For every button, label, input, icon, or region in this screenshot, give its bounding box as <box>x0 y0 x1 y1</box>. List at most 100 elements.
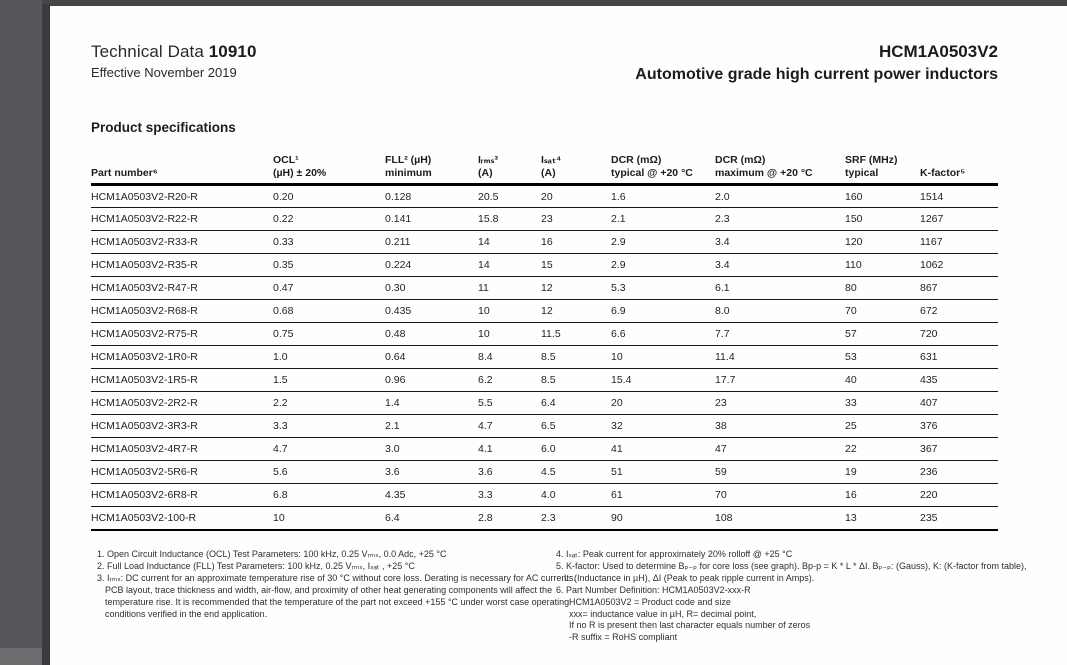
table-cell: 15 <box>541 253 611 277</box>
table-cell: 6.8 <box>273 483 385 507</box>
table-cell: 38 <box>715 414 845 438</box>
footnote-line: If no R is present then last character e… <box>569 620 811 631</box>
table-row: HCM1A0503V2-R47-R 0.47 0.30 11 12 5.3 6.1 80 867 <box>91 276 998 300</box>
table-cell: 2.0 <box>715 184 845 208</box>
table-cell: 1062 <box>920 253 998 277</box>
footnote-line: 4. Iₛₐₜ: Peak current for approximately … <box>556 549 793 559</box>
table-cell: 51 <box>611 460 715 484</box>
column-header: SRF (MHz) typical <box>845 154 898 179</box>
table-row: HCM1A0503V2-2R2-R 2.2 1.4 5.5 6.4 20 23 33 407 <box>91 391 998 415</box>
table-row: HCM1A0503V2-3R3-R 3.3 2.1 4.7 6.5 32 38 25 376 <box>91 414 998 438</box>
table-cell: 41 <box>611 437 715 461</box>
table-cell: 867 <box>920 276 998 300</box>
table-cell: 0.20 <box>273 184 385 208</box>
datasheet-page: Technical Data 10910 Effective November … <box>50 6 1067 665</box>
table-cell: 0.30 <box>385 276 478 300</box>
table-cell: 10 <box>611 345 715 369</box>
table-cell: 20 <box>611 391 715 415</box>
table-cell: 0.35 <box>273 253 385 277</box>
table-cell: 5.5 <box>478 391 541 415</box>
table-cell: 90 <box>611 506 715 531</box>
table-cell: 17.7 <box>715 368 845 392</box>
table-cell: 8.5 <box>541 345 611 369</box>
footnote-line: 6. Part Number Definition: HCM1A0503V2-x… <box>556 584 751 595</box>
table-row: HCM1A0503V2-R22-R 0.22 0.141 15.8 23 2.1 2.3 15… <box>91 207 998 231</box>
product-specifications-table: Part number⁶ OCL¹ (µH) ± 20% FLL² (µH) minim… <box>91 154 998 531</box>
table-cell: 0.22 <box>273 207 385 231</box>
table-cell: HCM1A0503V2-R20-R <box>91 184 273 208</box>
table-cell: 20.5 <box>478 184 541 208</box>
table-cell: 4.5 <box>541 460 611 484</box>
table-cell: 10 <box>273 506 385 531</box>
table-cell: 1.4 <box>385 391 478 415</box>
table-cell: 70 <box>715 483 845 507</box>
table-cell: 0.435 <box>385 299 478 323</box>
table-cell: 376 <box>920 414 998 438</box>
viewer-left-margin-bottom <box>0 648 42 665</box>
table-cell: HCM1A0503V2-R68-R <box>91 299 273 323</box>
table-cell: 6.9 <box>611 299 715 323</box>
table-cell: 720 <box>920 322 998 346</box>
table-cell: 16 <box>541 230 611 254</box>
column-header: FLL² (µH) minimum <box>385 154 432 179</box>
table-row: HCM1A0503V2-1R0-R 1.0 0.64 8.4 8.5 10 11.4 53 63… <box>91 345 998 369</box>
section-title: Product specifications <box>91 120 236 135</box>
table-cell: 6.4 <box>541 391 611 415</box>
table-cell: HCM1A0503V2-1R0-R <box>91 345 273 369</box>
table-cell: 1167 <box>920 230 998 254</box>
table-row: HCM1A0503V2-R68-R 0.68 0.435 10 12 6.9 8.0 70 67… <box>91 299 998 323</box>
footnotes-left-column: 1. Open Circuit Inductance (OCL) Test Pa… <box>97 549 576 644</box>
table-cell: HCM1A0503V2-2R2-R <box>91 391 273 415</box>
table-cell: 3.3 <box>273 414 385 438</box>
table-cell: HCM1A0503V2-R47-R <box>91 276 273 300</box>
table-cell: 160 <box>845 184 920 208</box>
table-cell: HCM1A0503V2-R22-R <box>91 207 273 231</box>
table-cell: 47 <box>715 437 845 461</box>
table-cell: 3.6 <box>385 460 478 484</box>
footnote-line: HCM1A0503V2 = Product code and size <box>569 596 731 607</box>
table-cell: 1.5 <box>273 368 385 392</box>
table-cell: 2.3 <box>541 506 611 531</box>
table-cell: 22 <box>845 437 920 461</box>
table-cell: 108 <box>715 506 845 531</box>
table-cell: 0.47 <box>273 276 385 300</box>
column-header: Iₛₐₜ⁴ (A) <box>541 154 562 179</box>
document-number: 10910 <box>208 42 257 61</box>
table-cell: 15.8 <box>478 207 541 231</box>
table-cell: 0.141 <box>385 207 478 231</box>
footnote-line: L: (Inductance in µH), ΔI (Peak to peak … <box>564 572 815 583</box>
table-cell: 4.0 <box>541 483 611 507</box>
table-cell: 2.9 <box>611 253 715 277</box>
viewer-top-strip <box>0 0 1067 6</box>
table-cell: 40 <box>845 368 920 392</box>
table-cell: 5.3 <box>611 276 715 300</box>
table-row: HCM1A0503V2-4R7-R 4.7 3.0 4.1 6.0 41 47 22 367 <box>91 437 998 461</box>
table-cell: 32 <box>611 414 715 438</box>
footnotes-right-column: 4. Iₛₐₜ: Peak current for approximately … <box>556 549 1027 644</box>
table-cell: 3.3 <box>478 483 541 507</box>
table-cell: 672 <box>920 299 998 323</box>
table-cell: 0.211 <box>385 230 478 254</box>
table-cell: 70 <box>845 299 920 323</box>
column-header: Part number⁶ <box>91 166 158 179</box>
table-cell: 1267 <box>920 207 998 231</box>
table-row: HCM1A0503V2-1R5-R 1.5 0.96 6.2 8.5 15.4 17.7 40… <box>91 368 998 392</box>
table-cell: 11.5 <box>541 322 611 346</box>
table-cell: 236 <box>920 460 998 484</box>
table-cell: HCM1A0503V2-3R3-R <box>91 414 273 438</box>
table-cell: 367 <box>920 437 998 461</box>
header-left: Technical Data 10910 Effective November … <box>91 42 257 84</box>
table-cell: 6.1 <box>715 276 845 300</box>
table-cell: HCM1A0503V2-1R5-R <box>91 368 273 392</box>
table-cell: 4.35 <box>385 483 478 507</box>
table-cell: 14 <box>478 230 541 254</box>
table-cell: 61 <box>611 483 715 507</box>
page-spine-shadow <box>42 4 50 665</box>
table-cell: 16 <box>845 483 920 507</box>
table-cell: 4.1 <box>478 437 541 461</box>
table-cell: 235 <box>920 506 998 531</box>
effective-date: Effective November 2019 <box>91 65 237 80</box>
product-subtitle: Automotive grade high current power indu… <box>635 66 998 83</box>
footnote-line: conditions verified in the end applicati… <box>105 608 268 619</box>
footnote-line: 2. Full Load Inductance (FLL) Test Param… <box>97 560 415 571</box>
